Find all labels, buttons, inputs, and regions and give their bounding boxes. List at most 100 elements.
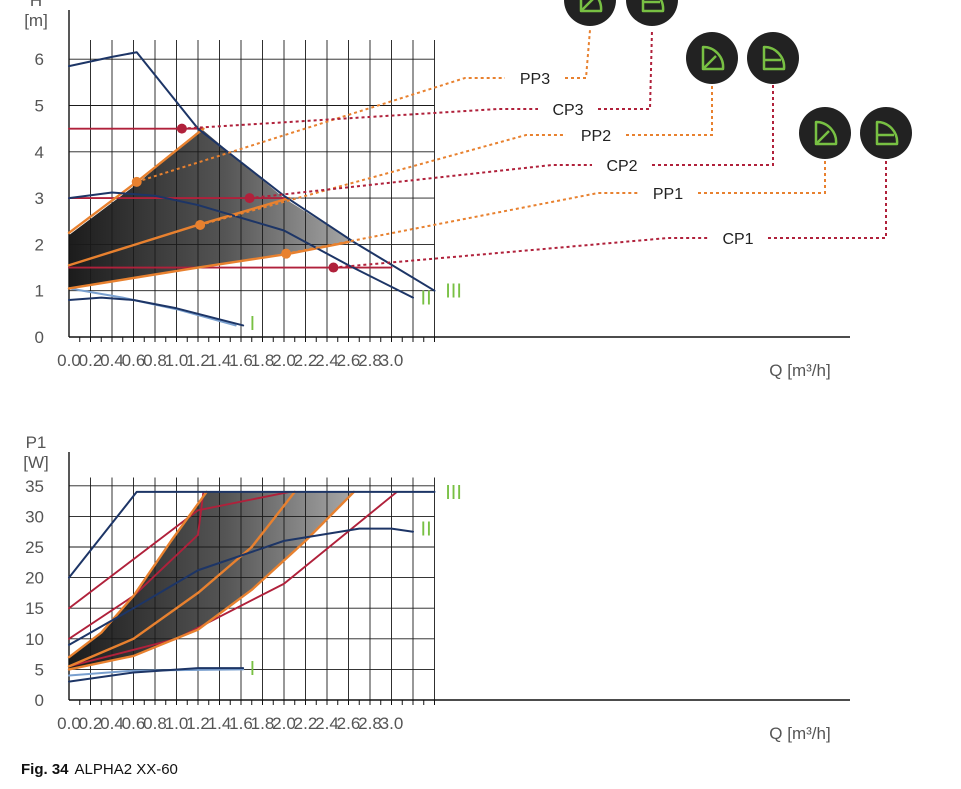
- y-tick-label: 4: [35, 143, 44, 162]
- icon-background: [799, 107, 851, 159]
- mode-label-pp3: PP3: [520, 71, 550, 88]
- x-tick-label: 2.6: [337, 714, 361, 733]
- curve-pp2-pp: [67, 490, 296, 668]
- y-tick-label: 2: [35, 235, 44, 254]
- icon-background: [686, 32, 738, 84]
- curve-cp2-cp: [68, 490, 291, 610]
- x-tick-label: 2.0: [272, 714, 296, 733]
- leader-line-pp3-icon: [565, 29, 591, 79]
- x-axis-title: Q [m³/h]: [769, 361, 830, 380]
- x-tick-label: 2.8: [358, 714, 382, 733]
- mode-point-cp2: [244, 193, 255, 204]
- x-tick-label: 3.0: [380, 351, 404, 370]
- icon-background: [564, 0, 616, 26]
- pie-symbol-diagonal: [815, 130, 830, 145]
- y-tick-label: 5: [35, 97, 44, 116]
- x-tick-label: 0.4: [100, 714, 124, 733]
- y-tick-label: 1: [35, 282, 44, 301]
- pie-symbol: [762, 45, 786, 71]
- curve-iii-speed: [68, 490, 436, 579]
- pie-symbol: [641, 0, 665, 13]
- mode-point-cp3: [176, 123, 187, 134]
- leader-line-pp2: [199, 134, 566, 226]
- icon-background: [747, 32, 799, 84]
- y-tick-label: 10: [25, 630, 44, 649]
- x-tick-label: 1.6: [229, 714, 253, 733]
- curve-i-speed: [68, 667, 245, 683]
- curve-i-speed: [68, 296, 245, 327]
- pie-symbol: [875, 120, 899, 146]
- mode-point-pp1: [281, 248, 292, 259]
- leader-line-cp3: [181, 108, 538, 130]
- curve-iii-speed: [68, 51, 436, 292]
- curve-ii-speed: [68, 191, 414, 299]
- constant-pressure-icon: [747, 32, 799, 84]
- x-tick-label: 1.0: [165, 351, 189, 370]
- speed-label-i: I: [250, 658, 256, 680]
- speed-label-iii: III: [445, 482, 462, 504]
- constant-pressure-icon: [626, 0, 678, 26]
- x-tick-label: 0.8: [143, 714, 167, 733]
- power-curve-chart: 0.00.20.40.60.81.01.21.41.61.82.02.22.42…: [23, 433, 850, 743]
- mode-point-pp2: [195, 219, 206, 230]
- speed-label-iii: III: [445, 281, 462, 303]
- icon-background: [860, 107, 912, 159]
- constant-pressure-icon: [860, 107, 912, 159]
- x-tick-label: 1.2: [186, 351, 210, 370]
- pie-symbol: [701, 45, 725, 71]
- pie-symbol: [814, 120, 838, 146]
- y-tick-label: 30: [25, 507, 44, 526]
- mode-label-pp1: PP1: [653, 186, 683, 203]
- pie-symbol-diagonal: [702, 55, 717, 70]
- x-tick-label: 0.6: [122, 351, 146, 370]
- y-tick-label: 25: [25, 538, 44, 557]
- curve-pp1-pp: [67, 240, 350, 290]
- pie-symbol: [579, 0, 603, 13]
- y-tick-label: 15: [25, 599, 44, 618]
- proportional-pressure-icon: [686, 32, 738, 84]
- x-tick-label: 0.2: [79, 714, 103, 733]
- x-tick-label: 0.0: [57, 351, 81, 370]
- x-tick-label: 2.6: [337, 351, 361, 370]
- leader-line-cp1: [333, 237, 708, 269]
- leader-line-pp1: [285, 192, 638, 255]
- x-tick-label: 1.8: [251, 351, 275, 370]
- x-tick-label: 1.4: [208, 351, 232, 370]
- proportional-pressure-icon: [564, 0, 616, 26]
- proportional-pressure-icon: [799, 107, 851, 159]
- x-tick-label: 2.4: [315, 714, 339, 733]
- curve-cp3-cp: [68, 490, 205, 640]
- curve-ii-speed: [68, 527, 414, 646]
- y-axis-unit: [W]: [23, 453, 49, 472]
- icon-background: [626, 0, 678, 26]
- x-tick-label: 0.2: [79, 351, 103, 370]
- mode-label-cp3: CP3: [552, 102, 583, 119]
- curve-i-min-speed_light: [68, 668, 245, 677]
- leader-line-cp1-icon: [768, 157, 887, 239]
- mode-point-cp1: [328, 262, 339, 273]
- mode-point-pp3: [131, 176, 142, 187]
- y-axis-title: H: [30, 0, 42, 10]
- x-tick-label: 1.0: [165, 714, 189, 733]
- x-tick-label: 1.2: [186, 714, 210, 733]
- x-tick-label: 2.2: [294, 714, 318, 733]
- y-axis-unit: [m]: [24, 11, 48, 30]
- leader-line-pp2-icon: [626, 82, 713, 136]
- mode-label-pp2: PP2: [581, 128, 611, 145]
- curve-pp1-pp: [67, 490, 356, 671]
- x-tick-label: 0.4: [100, 351, 124, 370]
- mode-label-cp2: CP2: [606, 158, 637, 175]
- y-axis-title: P1: [26, 433, 47, 452]
- mode-label-cp1: CP1: [722, 231, 753, 248]
- y-tick-label: 5: [35, 660, 44, 679]
- speed-label-i: I: [250, 313, 256, 335]
- x-tick-label: 2.8: [358, 351, 382, 370]
- figure-number: Fig. 34: [21, 761, 69, 778]
- figure-title: ALPHA2 XX-60: [74, 761, 178, 778]
- y-tick-label: 6: [35, 50, 44, 69]
- figure-caption: Fig. 34 ALPHA2 XX-60: [21, 761, 178, 778]
- head-curve-chart: 0.00.20.40.60.81.01.21.41.61.82.02.22.42…: [24, 0, 912, 380]
- speed-label-ii: II: [421, 288, 432, 310]
- x-tick-label: 0.0: [57, 714, 81, 733]
- curve-i-min-speed_light: [68, 287, 237, 327]
